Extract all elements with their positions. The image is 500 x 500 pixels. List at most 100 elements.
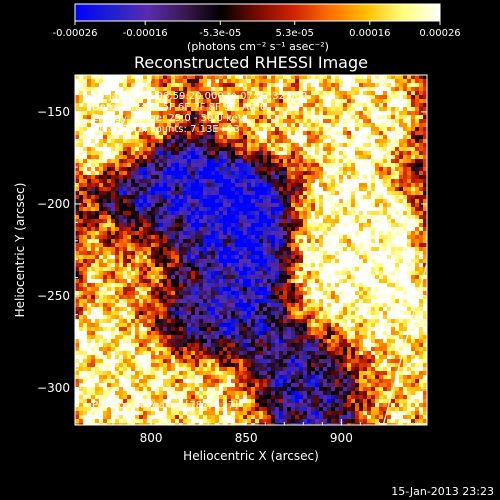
heatmap-cell: [287, 99, 292, 104]
heatmap-cell: [391, 251, 396, 256]
heatmap-cell: [83, 275, 88, 280]
heatmap-cell: [191, 263, 196, 268]
heatmap-cell: [119, 191, 124, 196]
heatmap-cell: [115, 143, 120, 148]
heatmap-cell: [239, 207, 244, 212]
heatmap-cell: [359, 83, 364, 88]
heatmap-cell: [151, 91, 156, 96]
heatmap-cell: [339, 127, 344, 132]
heatmap-cell: [355, 255, 360, 260]
heatmap-cell: [407, 95, 412, 100]
heatmap-cell: [143, 183, 148, 188]
heatmap-cell: [295, 103, 300, 108]
heatmap-cell: [331, 287, 336, 292]
heatmap-cell: [135, 99, 140, 104]
heatmap-cell: [247, 163, 252, 168]
heatmap-cell: [171, 167, 176, 172]
heatmap-cell: [159, 255, 164, 260]
heatmap-cell: [291, 147, 296, 152]
heatmap-cell: [391, 295, 396, 300]
heatmap-cell: [147, 259, 152, 264]
heatmap-cell: [139, 75, 144, 80]
heatmap-cell: [355, 295, 360, 300]
heatmap-cell: [99, 91, 104, 96]
heatmap-cell: [371, 123, 376, 128]
heatmap-cell: [391, 167, 396, 172]
heatmap-cell: [111, 175, 116, 180]
heatmap-cell: [419, 279, 424, 284]
heatmap-cell: [367, 191, 372, 196]
heatmap-cell: [411, 183, 416, 188]
heatmap-cell: [99, 191, 104, 196]
heatmap-cell: [119, 199, 124, 204]
heatmap-cell: [203, 243, 208, 248]
heatmap-cell: [159, 151, 164, 156]
heatmap-cell: [227, 115, 232, 120]
heatmap-cell: [327, 275, 332, 280]
heatmap-cell: [339, 155, 344, 160]
heatmap-cell: [115, 231, 120, 236]
heatmap-cell: [327, 83, 332, 88]
heatmap-cell: [147, 115, 152, 120]
heatmap-cell: [223, 283, 228, 288]
heatmap-cell: [175, 211, 180, 216]
heatmap-cell: [107, 75, 112, 80]
heatmap-cell: [203, 275, 208, 280]
heatmap-cell: [343, 107, 348, 112]
heatmap-cell: [263, 163, 268, 168]
heatmap-cell: [191, 163, 196, 168]
heatmap-cell: [403, 263, 408, 268]
heatmap-cell: [403, 295, 408, 300]
heatmap-cell: [191, 191, 196, 196]
heatmap-cell: [355, 111, 360, 116]
heatmap-cell: [279, 91, 284, 96]
heatmap-cell: [203, 155, 208, 160]
heatmap-cell: [135, 179, 140, 184]
heatmap-cell: [183, 247, 188, 252]
heatmap-cell: [375, 95, 380, 100]
heatmap-cell: [247, 143, 252, 148]
heatmap-cell: [107, 295, 112, 300]
heatmap-cell: [315, 279, 320, 284]
heatmap-cell: [263, 95, 268, 100]
heatmap-cell: [107, 203, 112, 208]
heatmap-cell: [167, 295, 172, 300]
heatmap-cell: [223, 75, 228, 80]
heatmap-cell: [179, 243, 184, 248]
heatmap-cell: [83, 147, 88, 152]
heatmap-cell: [359, 243, 364, 248]
heatmap-cell: [219, 111, 224, 116]
heatmap-cell: [127, 95, 132, 100]
heatmap-cell: [255, 99, 260, 104]
heatmap-cell: [319, 207, 324, 212]
heatmap-cell: [383, 99, 388, 104]
heatmap-cell: [103, 171, 108, 176]
heatmap-cell: [239, 299, 244, 304]
heatmap-cell: [83, 123, 88, 128]
heatmap-cell: [155, 279, 160, 284]
heatmap-cell: [259, 191, 264, 196]
heatmap-cell: [83, 267, 88, 272]
heatmap-cell: [303, 271, 308, 276]
heatmap-cell: [115, 283, 120, 288]
heatmap-cell: [407, 99, 412, 104]
heatmap-cell: [187, 195, 192, 200]
heatmap-cell: [227, 235, 232, 240]
heatmap-cell: [347, 131, 352, 136]
heatmap-cell: [271, 147, 276, 152]
heatmap-cell: [247, 123, 252, 128]
heatmap-cell: [375, 291, 380, 296]
heatmap-cell: [383, 291, 388, 296]
heatmap-cell: [279, 211, 284, 216]
heatmap-cell: [163, 295, 168, 300]
heatmap-cell: [403, 255, 408, 260]
heatmap-cell: [163, 203, 168, 208]
heatmap-cell: [291, 163, 296, 168]
heatmap-cell: [387, 123, 392, 128]
heatmap-cell: [127, 247, 132, 252]
heatmap-cell: [343, 207, 348, 212]
heatmap-cell: [151, 95, 156, 100]
heatmap-cell: [191, 259, 196, 264]
heatmap-cell: [283, 159, 288, 164]
heatmap-cell: [131, 95, 136, 100]
